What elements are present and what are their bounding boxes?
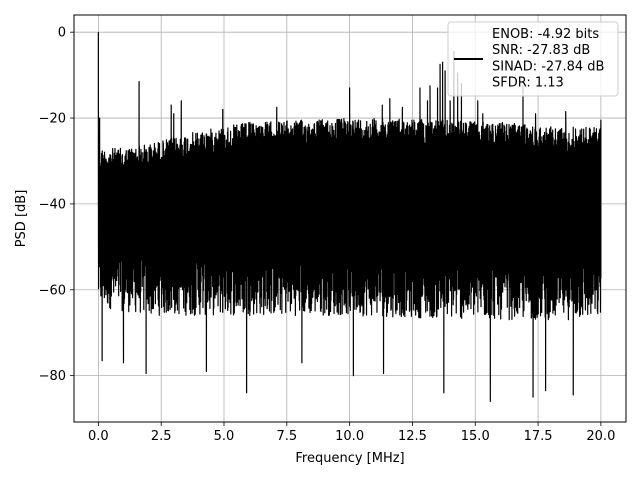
x-tick-label: 2.5 — [151, 429, 172, 444]
legend-enob: ENOB: -4.92 bits — [492, 27, 599, 42]
x-tick-label: 20.0 — [586, 429, 615, 444]
legend: ENOB: -4.92 bits SNR: -27.83 dB SINAD: -… — [447, 21, 619, 97]
y-tick-label: −40 — [39, 197, 66, 212]
x-tick-label: 15.0 — [461, 429, 490, 444]
legend-sinad: SINAD: -27.84 dB — [492, 59, 604, 74]
y-tick-label: 0 — [58, 26, 66, 41]
legend-snr: SNR: -27.83 dB — [492, 43, 590, 58]
x-axis-label: Frequency [MHz] — [295, 451, 404, 466]
x-tick-label: 17.5 — [524, 429, 553, 444]
y-tick-label: −60 — [39, 283, 66, 298]
y-axis-ticks: 0 −20 −40 −60 −80 — [39, 26, 74, 384]
legend-box — [447, 21, 619, 97]
x-axis-ticks: 0.0 2.5 5.0 7.5 10.0 12.5 15.0 17.5 20.0 — [88, 422, 615, 444]
x-tick-label: 10.0 — [335, 429, 364, 444]
psd-series — [97, 32, 602, 402]
y-tick-label: −20 — [39, 112, 66, 127]
x-tick-label: 0.0 — [88, 429, 109, 444]
psd-trace — [97, 32, 602, 402]
y-tick-label: −80 — [39, 369, 66, 384]
legend-sfdr: SFDR: 1.13 — [492, 76, 564, 91]
x-tick-label: 12.5 — [398, 429, 427, 444]
x-tick-label: 5.0 — [214, 429, 235, 444]
y-axis-label: PSD [dB] — [14, 190, 29, 248]
x-tick-label: 7.5 — [276, 429, 297, 444]
